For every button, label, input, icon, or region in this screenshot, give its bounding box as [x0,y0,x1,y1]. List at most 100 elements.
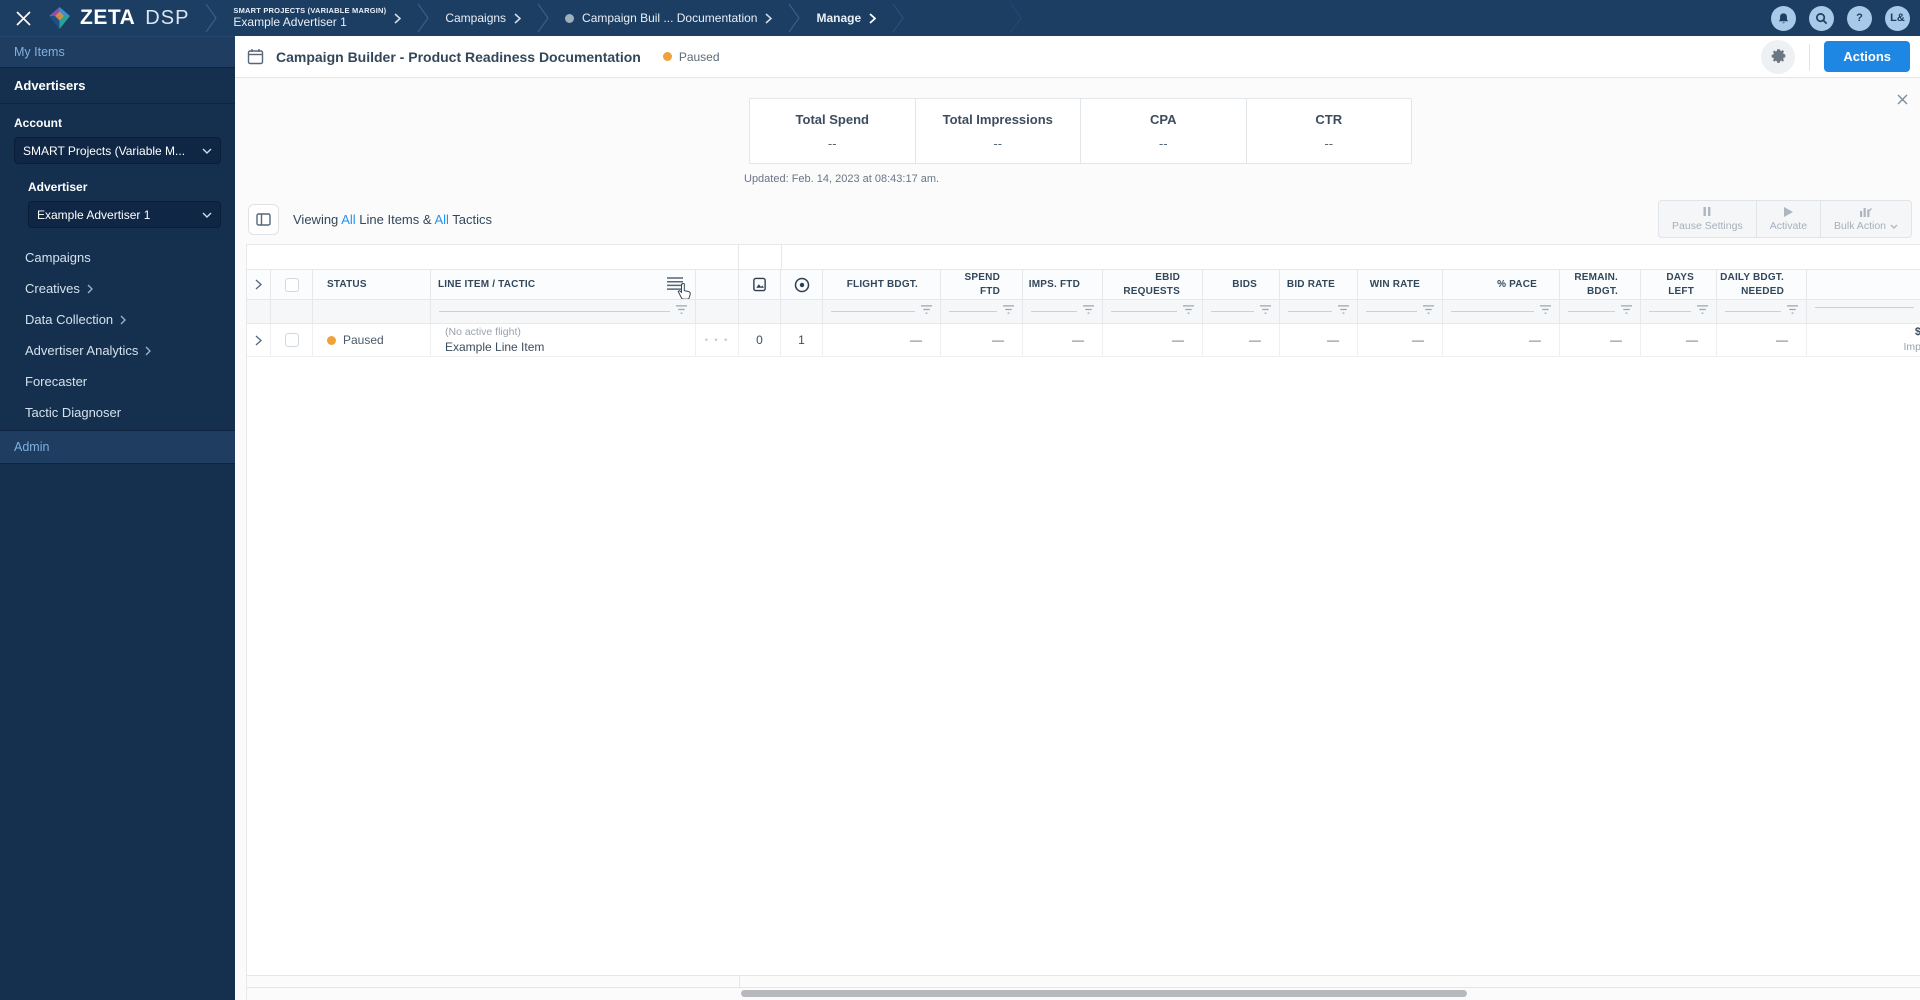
sidebar-item-forecaster[interactable]: Forecaster [0,366,235,397]
imps-ftd-column-header[interactable]: IMPS. FTD [1023,270,1103,299]
win-rate-column-header[interactable]: WIN RATE [1358,270,1443,299]
advertiser-select[interactable]: Example Advertiser 1 [28,201,221,228]
select-all-checkbox[interactable] [284,277,299,292]
bids-column-header[interactable]: BIDS [1203,270,1280,299]
logo-brand-text: ZETA [80,6,136,29]
creatives-label: Creatives [25,281,80,296]
search-button[interactable] [1809,5,1834,31]
row-tactics-cell: 1 [781,324,823,356]
ebid-requests-column-header[interactable]: EBID REQUESTS [1103,270,1203,299]
pause-settings-button[interactable]: Pause Settings [1659,201,1756,237]
data-collection-label: Data Collection [25,312,114,327]
remain-bdgt-filter[interactable] [1560,300,1641,323]
top-navigation-bar: ZETA DSP SMART PROJECTS (VARIABLE MARGIN… [0,0,1920,36]
user-avatar[interactable]: L& [1885,5,1910,31]
column-settings-button[interactable] [248,203,279,235]
pause-icon [1672,205,1743,218]
bid-rate-column-header[interactable]: BID RATE [1280,270,1358,299]
spend-ftd-filter[interactable] [941,300,1023,323]
help-button[interactable]: ? [1847,5,1872,31]
breadcrumb-manage-label: Manage [816,11,862,25]
zeta-dsp-logo[interactable]: ZETA DSP [46,6,189,31]
bulk-action-button[interactable]: Bulk Action [1820,201,1911,237]
daily-bdgt-needed-filter[interactable] [1717,300,1807,323]
bulk-action-label: Bulk Action [1834,220,1886,232]
days-left-column-header[interactable]: DAYS LEFT [1641,270,1717,299]
notifications-button[interactable] [1771,5,1796,31]
daily-bdgt-needed-column-header[interactable]: DAILY BDGT. NEEDED [1717,270,1807,299]
advertiser-analytics-label: Advertiser Analytics [25,343,139,358]
campaign-status-badge: Paused [662,50,720,64]
expand-all-button[interactable] [247,270,271,299]
logo-product-text: DSP [145,6,190,29]
win-rate-filter[interactable] [1358,300,1443,323]
settings-button[interactable] [1761,39,1796,74]
clipped-filter[interactable] [1807,300,1920,323]
chevron-down-icon [202,212,212,218]
stats-close-icon[interactable] [1897,94,1908,105]
menu-icon[interactable] [667,277,683,290]
actions-button[interactable]: Actions [1824,41,1910,72]
filter-icon [1183,304,1194,314]
breadcrumb-campaign[interactable]: Campaign Buil ... Documentation [555,11,782,25]
breadcrumb-manage[interactable]: Manage [806,11,886,25]
bids-filter[interactable] [1203,300,1280,323]
last-updated-text: Updated: Feb. 14, 2023 at 08:43:17 am. [744,173,940,185]
row-bids-cell: — [1203,324,1280,356]
bulk-action-chart-icon [1834,205,1898,218]
row-checkbox[interactable] [284,333,299,347]
ebid-requests-filter[interactable] [1103,300,1203,323]
close-icon[interactable] [0,10,46,26]
row-daily-bdgt-needed-cell: — [1717,324,1807,356]
remain-bdgt-column-header[interactable]: REMAIN. BDGT. [1560,270,1641,299]
bulk-actions-group: Pause Settings Activate Bulk Action [1658,200,1912,238]
horizontal-scrollbar[interactable] [247,988,1920,1000]
chevron-down-icon [202,148,212,154]
line-item-filter[interactable] [431,300,696,323]
sidebar-item-advertiser-analytics[interactable]: Advertiser Analytics [0,335,235,366]
account-select[interactable]: SMART Projects (Variable M... [14,137,221,164]
row-expand-button[interactable] [247,324,271,356]
clipped-label: Imp [1903,341,1920,354]
flight-note: (No active flight) [445,325,521,338]
bid-rate-filter[interactable] [1280,300,1358,323]
all-line-items-link[interactable]: All [341,211,356,227]
sidebar-item-campaigns[interactable]: Campaigns [0,242,235,273]
sidebar-item-advertisers[interactable]: Advertisers [0,68,235,104]
row-line-item-cell[interactable]: (No active flight) Example Line Item [431,324,696,356]
line-items-grid: STATUS LINE ITEM / TACTIC [246,244,1920,1000]
scrollbar-thumb[interactable] [741,990,1467,997]
line-item-column-header[interactable]: LINE ITEM / TACTIC [431,270,696,299]
status-column-header[interactable]: STATUS [313,270,431,299]
tactics-column-header[interactable] [781,270,823,299]
left-sidebar: My Items Advertisers Account SMART Proje… [0,36,235,1000]
pace-column-header[interactable]: % PACE [1443,270,1560,299]
campaign-status-dot [565,13,575,23]
breadcrumb-advertiser[interactable]: SMART PROJECTS (VARIABLE MARGIN) Example… [223,6,411,30]
row-status-cell: Paused [313,324,431,356]
sidebar-item-creatives[interactable]: Creatives [0,273,235,304]
imps-ftd-filter[interactable] [1023,300,1103,323]
sidebar-item-my-items[interactable]: My Items [0,36,235,68]
row-spend-ftd-cell: — [941,324,1023,356]
sidebar-item-data-collection[interactable]: Data Collection [0,304,235,335]
days-left-filter[interactable] [1641,300,1717,323]
breadcrumb-separator-icon [789,3,801,33]
pace-filter[interactable] [1443,300,1560,323]
spend-ftd-column-header[interactable]: SPEND FTD [941,270,1023,299]
creatives-column-header[interactable] [739,270,781,299]
breadcrumb-campaigns[interactable]: Campaigns [435,11,531,25]
sidebar-item-admin[interactable]: Admin [0,430,235,464]
flight-bdgt-column-header[interactable]: FLIGHT BDGT. [823,270,941,299]
sidebar-item-tactic-diagnoser[interactable]: Tactic Diagnoser [0,397,235,428]
all-tactics-link[interactable]: All [434,211,449,227]
pinned-columns-footer [247,976,740,987]
activate-button[interactable]: Activate [1755,201,1820,237]
more-menu-icon[interactable]: • • • [704,335,730,345]
cursor-hand-icon [677,283,691,299]
table-row[interactable]: Paused (No active flight) Example Line I… [247,324,1920,357]
flight-bdgt-filter[interactable] [823,300,941,323]
breadcrumb-separator-icon [1010,3,1022,33]
account-select-value: SMART Projects (Variable M... [23,143,186,158]
row-menu-column-header [696,270,739,299]
